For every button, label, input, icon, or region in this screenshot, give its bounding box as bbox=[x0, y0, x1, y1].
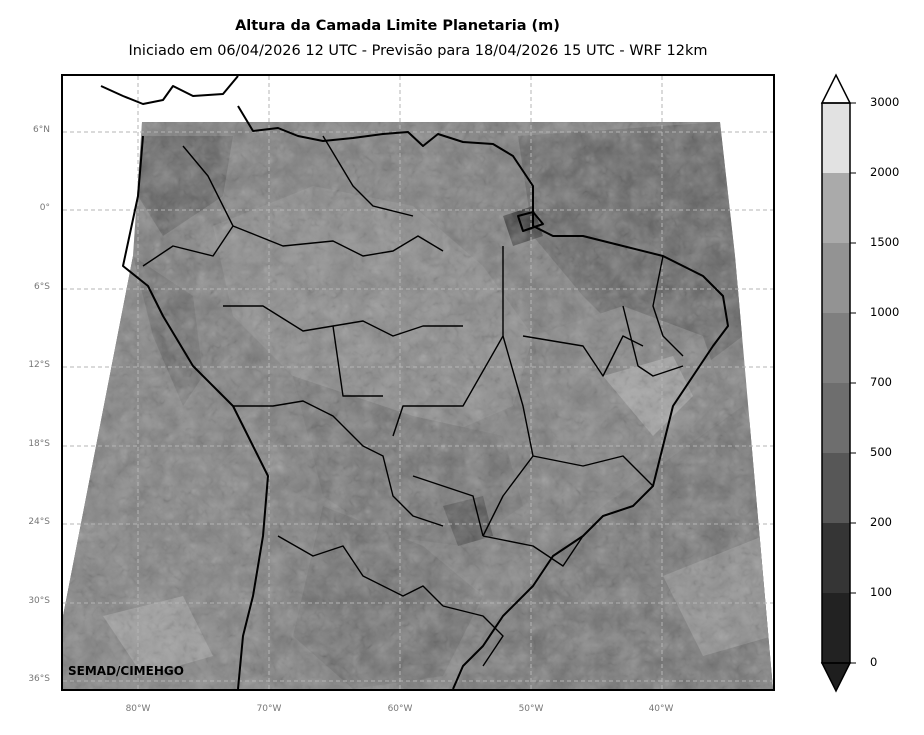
colorbar-segment bbox=[822, 383, 850, 453]
map-canvas bbox=[63, 76, 773, 689]
blh-field bbox=[63, 122, 773, 689]
colorbar-segment bbox=[822, 313, 850, 383]
colorbar-segment bbox=[822, 593, 850, 663]
lat-label: 24°S bbox=[28, 517, 50, 527]
map-title: Altura da Camada Limite Planetaria (m) bbox=[235, 18, 560, 34]
lon-label: 70°W bbox=[256, 704, 282, 714]
lat-label: 30°S bbox=[28, 596, 50, 606]
lon-label: 40°W bbox=[648, 704, 674, 714]
colorbar-tick-label: 3000 bbox=[870, 95, 900, 109]
colorbar-segment bbox=[822, 103, 850, 173]
lat-label: 0° bbox=[39, 203, 50, 213]
lat-label: 6°S bbox=[34, 282, 50, 292]
lat-label: 12°S bbox=[28, 360, 50, 370]
lon-label: 60°W bbox=[387, 704, 413, 714]
map-frame[interactable] bbox=[61, 74, 775, 691]
map-subtitle: Iniciado em 06/04/2026 12 UTC - Previsão… bbox=[128, 43, 708, 59]
colorbar-segment bbox=[822, 243, 850, 313]
colorbar-tick-label: 2000 bbox=[870, 165, 900, 179]
lon-label: 50°W bbox=[518, 704, 544, 714]
lon-label: 80°W bbox=[125, 704, 151, 714]
graticule bbox=[63, 76, 773, 689]
colorbar-extend-bottom bbox=[820, 662, 852, 693]
lat-label: 36°S bbox=[28, 674, 50, 684]
colorbar-tick-label: 1000 bbox=[870, 305, 900, 319]
lat-label: 18°S bbox=[28, 439, 50, 449]
colorbar-tick-label: 200 bbox=[870, 515, 892, 529]
colorbar-tick-label: 500 bbox=[870, 445, 892, 459]
colorbar-tick-label: 100 bbox=[870, 585, 892, 599]
colorbar-segment bbox=[822, 173, 850, 243]
colorbar-segment bbox=[822, 523, 850, 593]
country-borders bbox=[142, 135, 684, 667]
colorbar-segment bbox=[822, 453, 850, 523]
lat-label: 6°N bbox=[33, 125, 50, 135]
watermark-label: SEMAD/CIMEHGO bbox=[68, 664, 184, 678]
colorbar-extend-top bbox=[820, 73, 852, 104]
colorbar-tick-label: 1500 bbox=[870, 235, 900, 249]
colorbar bbox=[820, 73, 856, 693]
colorbar-tick-label: 0 bbox=[870, 655, 878, 669]
colorbar-tick-label: 700 bbox=[870, 375, 892, 389]
